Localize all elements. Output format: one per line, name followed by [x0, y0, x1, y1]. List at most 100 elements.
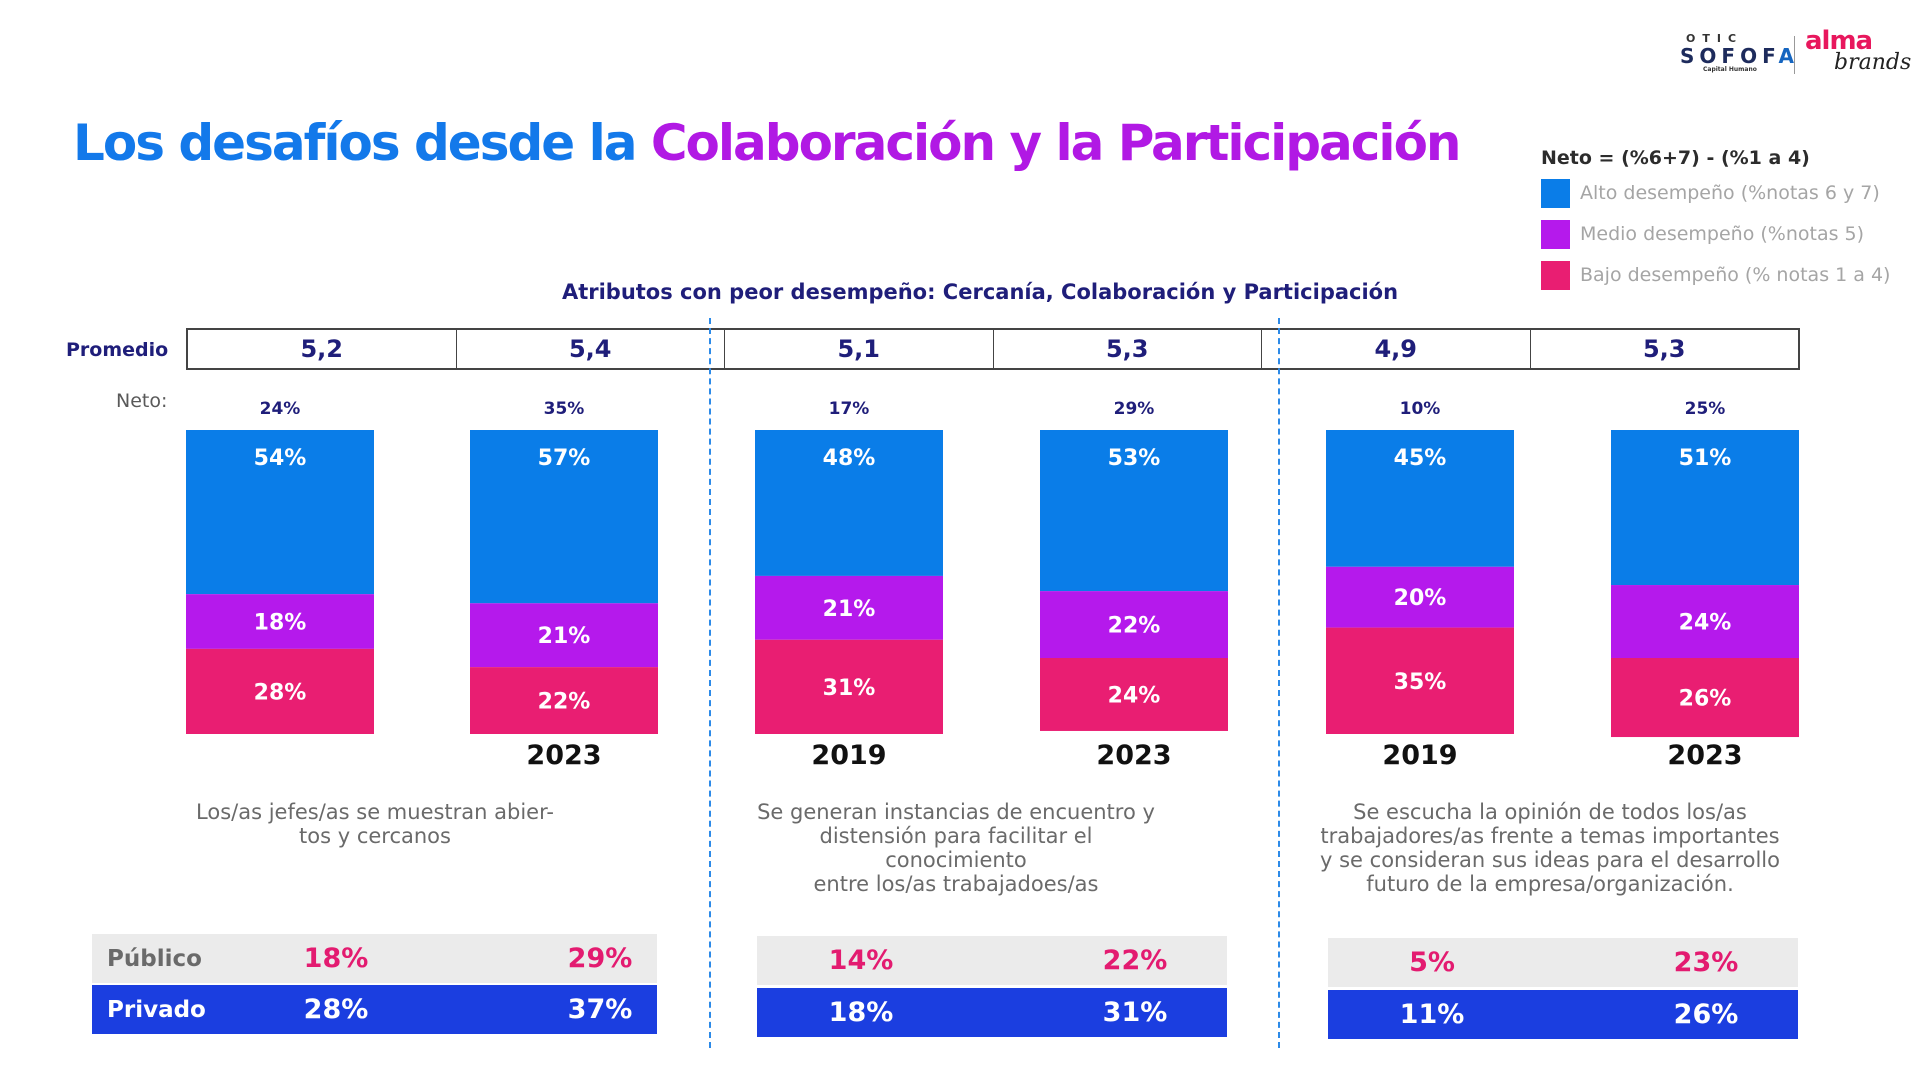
data-label: 31% [823, 676, 876, 701]
promedio-value: 5,2 [188, 330, 457, 368]
table-row-publico: 14% 22% [757, 936, 1227, 985]
promedio-label: Promedio [66, 339, 169, 361]
bar-segment-medio [186, 594, 374, 649]
bar-segment-alto [1611, 430, 1799, 586]
group-description: Se generan instancias de encuentro y dis… [757, 800, 1155, 896]
bar-segment-medio [1326, 566, 1514, 628]
bar-segment-medio [1611, 585, 1799, 658]
table-row-privado: 18% 31% [757, 988, 1227, 1037]
table-row-privado: 11% 26% [1328, 990, 1798, 1039]
bar-segment-bajo [755, 639, 943, 734]
logo-capital: Capital Humano [1703, 66, 1757, 73]
table-cell: 26% [1673, 999, 1739, 1030]
logo-sofofa-accent: A [1778, 44, 1799, 68]
data-label: 20% [1394, 586, 1447, 611]
bar-segment-medio [470, 603, 658, 668]
neto-value: 24% [259, 399, 301, 419]
data-label: 26% [1679, 687, 1732, 712]
bar-segment-bajo [470, 667, 658, 734]
legend-title: Neto = (%6+7) - (%1 a 4) [1541, 147, 1810, 169]
data-label: 48% [823, 446, 876, 471]
table-cell: 31% [1102, 997, 1168, 1028]
title-part-1: Los desafíos desde la [73, 114, 651, 172]
group-description: Se escucha la opinión de todos los/as tr… [1320, 800, 1780, 896]
bar-segment-alto [755, 430, 943, 576]
logo-otic: OTIC [1686, 32, 1744, 45]
data-label: 35% [1394, 670, 1447, 695]
neto-label: Neto: [116, 390, 168, 412]
table-cell: 22% [1102, 945, 1168, 976]
year-label: 2019 [811, 740, 887, 771]
bar-segment-bajo [1611, 658, 1799, 738]
year-label: 2023 [1096, 740, 1172, 771]
table-row-privado: Privado 28% 37% [92, 985, 657, 1034]
data-label: 24% [1679, 611, 1732, 636]
year-label: 2023 [526, 740, 602, 771]
data-label: 54% [254, 446, 307, 471]
table-cell: 18% [303, 943, 369, 974]
data-label: 28% [254, 680, 307, 705]
data-label: 24% [1108, 683, 1161, 708]
row-label: Público [107, 945, 202, 972]
legend-item-bajo: Bajo desempeño (% notas 1 a 4) [1541, 260, 1890, 290]
data-label: 21% [823, 597, 876, 622]
legend-swatch [1541, 178, 1570, 208]
data-label: 45% [1394, 446, 1447, 471]
bar-segment-alto [1040, 430, 1228, 592]
promedio-value: 5,3 [994, 330, 1262, 368]
bar-segment-medio [1040, 591, 1228, 658]
neto-value: 29% [1113, 399, 1155, 419]
table-cell: 28% [303, 994, 369, 1025]
group-description: Los/as jefes/as se muestran abier- tos y… [196, 800, 554, 848]
group-separator [709, 318, 711, 1048]
bar-segment-alto [186, 430, 374, 595]
bar-segment-bajo [1326, 627, 1514, 734]
promedio-table: 5,2 5,4 5,1 5,3 4,9 5,3 [186, 328, 1800, 370]
logo-sofofa-text: SOFOF [1680, 44, 1779, 68]
logo-sofofa: SOFOFA [1680, 44, 1799, 68]
bar-segment-bajo [186, 648, 374, 734]
legend-item-alto: Alto desempeño (%notas 6 y 7) [1541, 178, 1880, 208]
logo-divider [1794, 36, 1795, 74]
legend-label: Medio desempeño (%notas 5) [1580, 223, 1865, 245]
neto-value: 17% [828, 399, 870, 419]
bar-segment-alto [1326, 430, 1514, 567]
table-cell: 37% [567, 994, 633, 1025]
legend-swatch [1541, 219, 1570, 249]
neto-value: 25% [1684, 399, 1726, 419]
legend-item-medio: Medio desempeño (%notas 5) [1541, 219, 1864, 249]
bar-segment-medio [755, 575, 943, 640]
promedio-value: 5,3 [1642, 335, 1686, 363]
bar-segment-alto [470, 430, 658, 604]
table-row-publico: 5% 23% [1328, 938, 1798, 987]
data-label: 18% [254, 611, 307, 636]
year-label: 2019 [1382, 740, 1458, 771]
table-cell: 11% [1399, 999, 1465, 1030]
promedio-value: 5,1 [725, 330, 994, 368]
group-separator [1278, 318, 1280, 1048]
logo-alma: alma [1805, 26, 1873, 56]
data-label: 53% [1108, 446, 1161, 471]
table-row-publico: Público 18% 29% [92, 934, 657, 983]
data-label: 51% [1679, 446, 1732, 471]
year-label: 2023 [1667, 740, 1743, 771]
data-label: 22% [1108, 614, 1161, 639]
table-cell: 5% [1409, 947, 1455, 978]
neto-value: 10% [1399, 399, 1441, 419]
table-cell: 29% [567, 943, 633, 974]
legend-swatch [1541, 260, 1570, 290]
legend-label: Bajo desempeño (% notas 1 a 4) [1580, 264, 1891, 286]
promedio-value: 4,9 [1262, 330, 1531, 368]
page-title: Los desafíos desde la Colaboración y la … [73, 118, 1462, 168]
data-label: 21% [538, 624, 591, 649]
table-cell: 14% [828, 945, 894, 976]
table-cell: 18% [828, 997, 894, 1028]
data-label: 22% [538, 690, 591, 715]
table-cell: 23% [1673, 947, 1739, 978]
chart-subtitle: Atributos con peor desempeño: Cercanía, … [561, 280, 1399, 304]
logo-brands: brands [1834, 50, 1912, 75]
bar-segment-bajo [1040, 658, 1228, 731]
row-label: Privado [107, 996, 206, 1023]
data-label: 57% [538, 446, 591, 471]
